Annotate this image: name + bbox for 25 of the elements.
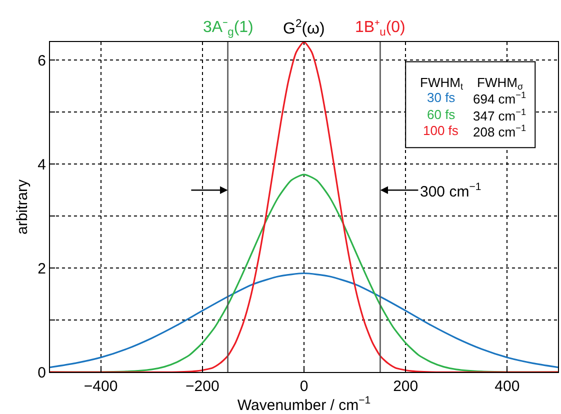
x-tick-label: 400 xyxy=(494,378,520,395)
ref-line-label: 3A⁻$_{g}$(1) xyxy=(203,19,254,38)
annotation: FWHM$_{t}$ xyxy=(420,75,464,92)
y-tick-label: 0 xyxy=(38,364,46,382)
annotation: FWHM$_{σ}$ xyxy=(477,75,524,92)
text: 30 fs xyxy=(427,90,456,105)
line-series xyxy=(50,42,558,372)
x-axis-title: Wavenumber / cm$^{−1}$ xyxy=(237,394,371,414)
annotation: G$^{2}$(ω) xyxy=(283,18,325,38)
x-tick-label: −200 xyxy=(186,378,220,395)
annotation: 347 cm$^{−1}$ xyxy=(473,107,526,124)
annotation: 694 cm$^{−1}$ xyxy=(473,90,526,106)
annotation: 208 cm$^{−1}$ xyxy=(473,123,526,140)
y-tick-label: 6 xyxy=(38,52,46,70)
x-tick-label: 0 xyxy=(300,378,308,395)
x-tick-label: 200 xyxy=(393,378,418,395)
text: 60 fs xyxy=(427,107,456,122)
y-tick-label: 4 xyxy=(38,156,46,174)
ref-line-label: 1B⁺$_{u}$(0) xyxy=(355,19,406,38)
line-series xyxy=(50,272,558,368)
y-tick-label: 2 xyxy=(38,260,46,278)
text: 100 fs xyxy=(423,123,459,138)
x-tick-label: −400 xyxy=(84,378,118,395)
annotation: 300 cm$^{−1}$ xyxy=(420,181,482,200)
y-axis-title: arbitrary xyxy=(14,178,31,235)
